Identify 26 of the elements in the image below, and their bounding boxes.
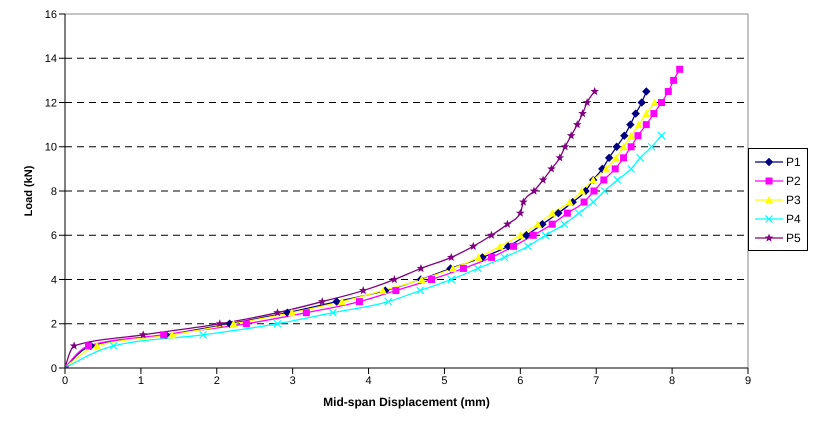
y-tick-label: 12 [44, 97, 57, 110]
legend-label: P4 [786, 212, 801, 226]
y-tick-label: 0 [50, 362, 57, 375]
y-tick-label: 6 [50, 230, 57, 242]
x-tick-label: 0 [62, 374, 68, 387]
x-tick-label: 9 [744, 374, 752, 387]
y-axis-title: Load (kN) [22, 165, 35, 216]
legend-label: P3 [786, 192, 801, 206]
x-axis-title: Mid-span Displacement (mm) [323, 395, 490, 409]
y-tick-label: 14 [44, 53, 57, 66]
x-tick-label: 4 [365, 374, 372, 387]
legend-label: P2 [786, 174, 801, 188]
x-tick-label: 1 [138, 374, 144, 387]
y-tick-label: 10 [44, 142, 57, 154]
x-tick-label: 7 [593, 374, 600, 387]
x-tick-label: 5 [441, 374, 448, 387]
y-tick-label: 16 [44, 8, 57, 21]
y-tick-label: 8 [50, 186, 57, 198]
y-tick-label: 4 [50, 274, 57, 286]
y-tick-label: 2 [50, 318, 57, 331]
legend-label: P5 [786, 230, 801, 244]
legend-label: P1 [786, 154, 801, 168]
x-tick-label: 2 [214, 374, 220, 387]
x-tick-label: 8 [669, 374, 676, 387]
x-tick-label: 6 [517, 374, 524, 387]
x-tick-label: 3 [290, 374, 296, 387]
